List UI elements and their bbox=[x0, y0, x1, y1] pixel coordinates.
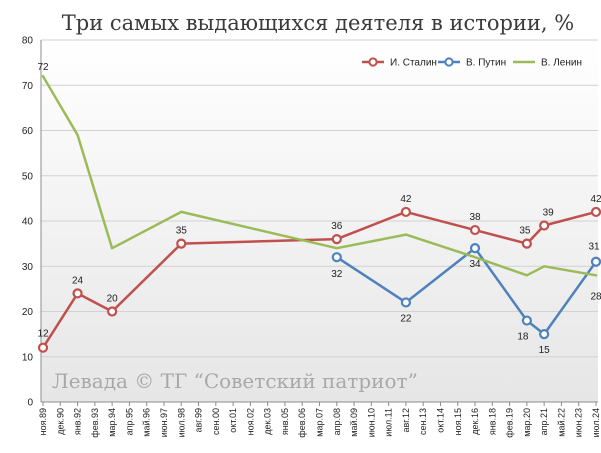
data-label: 24 bbox=[72, 275, 84, 286]
data-point-marker bbox=[590, 256, 601, 267]
data-label: 42 bbox=[400, 194, 412, 205]
x-tick-label: окт.14 bbox=[435, 408, 445, 433]
legend-label-2: В. Ленин bbox=[541, 58, 582, 69]
data-label: 12 bbox=[37, 329, 49, 340]
x-tick-label: окт.01 bbox=[228, 408, 238, 433]
data-label: 42 bbox=[590, 194, 601, 205]
x-tick-label: мар.20 bbox=[522, 408, 532, 437]
data-label: 28 bbox=[590, 291, 601, 302]
x-tick-label: апр.95 bbox=[124, 408, 134, 435]
x-tick-label: дек.03 bbox=[263, 408, 273, 435]
x-tick-label: янв.05 bbox=[280, 408, 290, 435]
x-tick-label: июл.11 bbox=[384, 408, 394, 437]
data-label: 31 bbox=[588, 242, 600, 253]
data-label: 36 bbox=[331, 221, 343, 232]
x-tick-label: сен.00 bbox=[211, 408, 221, 435]
data-point-marker bbox=[37, 342, 49, 353]
x-tick-label: фев.93 bbox=[90, 408, 100, 438]
x-tick-label: дек.90 bbox=[55, 408, 65, 435]
x-tick-label: май.96 bbox=[142, 408, 152, 437]
x-tick-label: янв.18 bbox=[487, 408, 497, 435]
data-label: 34 bbox=[469, 259, 481, 270]
data-label: 15 bbox=[539, 345, 551, 356]
x-tick-label: июл.98 bbox=[176, 408, 186, 437]
legend-label-0: И. Сталин bbox=[390, 58, 437, 69]
x-tick-label: дек.16 bbox=[470, 408, 480, 435]
grid bbox=[41, 39, 598, 358]
x-tick-label: мар.94 bbox=[107, 408, 117, 437]
data-point-marker bbox=[331, 234, 342, 245]
x-tick-label: мар.07 bbox=[315, 408, 325, 437]
y-tick-label: 20 bbox=[22, 307, 34, 318]
legend-marker-0 bbox=[368, 57, 378, 67]
x-tick-label: май.22 bbox=[556, 408, 566, 437]
y-tick-label: 30 bbox=[22, 262, 34, 273]
data-point-marker bbox=[539, 220, 550, 231]
data-label: 38 bbox=[469, 212, 481, 223]
data-label: 72 bbox=[37, 62, 49, 73]
data-point-marker bbox=[521, 238, 532, 249]
data-point-marker bbox=[521, 315, 532, 326]
x-tick-label: ноя.89 bbox=[38, 408, 48, 435]
data-point-marker bbox=[331, 252, 342, 263]
x-tick-label: апр.08 bbox=[332, 408, 342, 435]
legend: И. Сталин В. Путин В. Ленин bbox=[362, 57, 582, 69]
x-tick-label: ноя.15 bbox=[453, 408, 463, 435]
x-tick-label: июн.23 bbox=[574, 408, 584, 437]
data-point-marker bbox=[539, 329, 550, 340]
y-tick-label: 80 bbox=[22, 36, 34, 47]
axes: 0 10 20 30 40 50 60 70 80 ноя.89 дек.90 янв.92 фев.9… bbox=[22, 36, 601, 438]
y-tick-label: 10 bbox=[22, 352, 34, 363]
series-line-1 bbox=[335, 246, 598, 336]
legend-label-1: В. Путин bbox=[466, 58, 506, 69]
x-tick-label: июн.97 bbox=[159, 408, 169, 437]
data-label: 20 bbox=[107, 294, 119, 305]
data-point-marker bbox=[176, 238, 187, 249]
series-line-0 bbox=[41, 210, 598, 349]
x-tick-label: май.09 bbox=[349, 408, 359, 437]
y-tick-label: 0 bbox=[27, 398, 33, 409]
x-tick-label: фев.19 bbox=[505, 408, 515, 438]
x-tick-label: ноя.02 bbox=[245, 408, 255, 435]
series: 12 24 20 35 36 42 38 35 39 42 32 22 34 18 15 31 72 28 bbox=[37, 62, 601, 356]
data-label: 35 bbox=[176, 226, 188, 237]
x-tick-label: июл.24 bbox=[591, 408, 601, 437]
data-label: 35 bbox=[519, 226, 531, 237]
data-point-marker bbox=[400, 297, 412, 308]
y-tick-label: 70 bbox=[22, 81, 34, 92]
legend-marker-1 bbox=[444, 57, 454, 67]
data-point-marker bbox=[590, 206, 601, 218]
data-label: 39 bbox=[543, 208, 555, 219]
data-point-marker bbox=[400, 206, 412, 218]
x-tick-label: фев.06 bbox=[297, 408, 307, 438]
x-tick-label: сен.13 bbox=[418, 408, 428, 435]
x-tick-label: янв.92 bbox=[73, 408, 83, 435]
y-tick-label: 50 bbox=[22, 171, 34, 182]
data-point-marker bbox=[469, 243, 481, 254]
y-tick-label: 40 bbox=[22, 217, 34, 228]
x-tick-label: июн.10 bbox=[366, 408, 376, 437]
data-label: 32 bbox=[331, 269, 343, 280]
x-tick-label: апр.21 bbox=[539, 408, 549, 435]
x-tick-label: авг.99 bbox=[194, 408, 204, 432]
series-line-2 bbox=[41, 74, 598, 277]
chart-title: Три самых выдающихся деятеля в истории, … bbox=[62, 11, 574, 35]
data-point-marker bbox=[72, 288, 83, 299]
watermark: Левада © ТГ “Советский патриот” bbox=[52, 369, 418, 393]
data-point-marker bbox=[469, 224, 481, 236]
y-tick-label: 60 bbox=[22, 126, 34, 137]
data-label: 18 bbox=[517, 332, 529, 343]
x-tick-label: авг.12 bbox=[401, 408, 411, 432]
data-point-marker bbox=[107, 306, 118, 317]
data-label: 22 bbox=[400, 313, 412, 324]
